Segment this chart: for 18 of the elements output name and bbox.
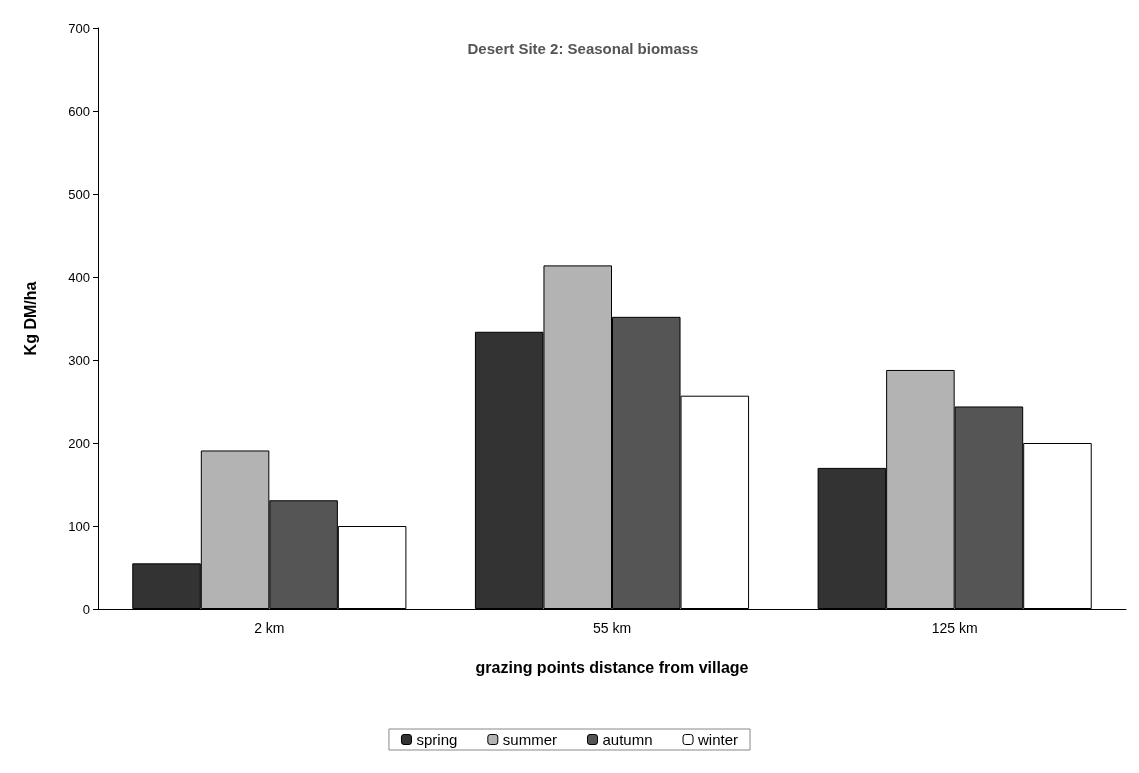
text: Desert Site 2: Seasonal biomass (467, 40, 699, 57)
y-axis-title: Kg DM/ha (21, 281, 39, 356)
y-tick-label: 600 (68, 103, 90, 119)
x-tick-label: 55 km (592, 620, 632, 636)
legend-label: winter (697, 731, 739, 748)
y-tick-label: 200 (68, 435, 90, 451)
y-tick-label: 0 (82, 601, 90, 617)
y-tick-label: 500 (68, 186, 90, 202)
y-tick-label: 300 (68, 352, 90, 368)
legend-label: autumn (602, 731, 653, 748)
legend-label: summer (502, 731, 557, 748)
x-tick-label: 2 km (254, 620, 285, 636)
y-tick-label: 700 (68, 20, 90, 36)
y-tick-label: 100 (68, 518, 90, 534)
x-tick-label: 125 km (931, 620, 978, 636)
x-axis-title: grazing points distance from village (475, 658, 749, 676)
legend-label: spring (416, 731, 458, 748)
y-tick-label: 400 (68, 269, 90, 285)
